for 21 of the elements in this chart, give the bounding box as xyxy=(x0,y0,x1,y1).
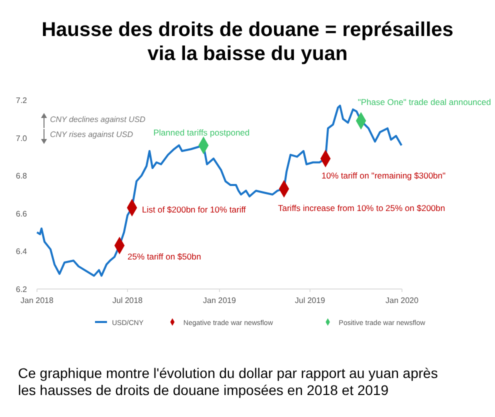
x-tick-label: Jul 2019 xyxy=(294,296,326,305)
x-tick-label: Jan 2020 xyxy=(386,296,420,305)
x-tick-label: Jan 2018 xyxy=(20,296,54,305)
x-tick-label: Jul 2018 xyxy=(112,296,144,305)
annotation: List of $200bn for 10% tariff xyxy=(142,204,246,215)
chart-title: Hausse des droits de douane = représailles via la baisse du yuan xyxy=(42,19,454,65)
annotation: CNY declines against USD xyxy=(50,115,146,124)
annotation: CNY rises against USD xyxy=(50,130,134,139)
y-tick-label: 6.8 xyxy=(16,172,28,181)
text: Ce graphique montre l'évolution du dollar par rapport au yuan après les hausses de droits de douane imposées en 2018 et 2019 xyxy=(18,365,438,398)
annotation: 25% tariff on $50bn xyxy=(128,252,202,262)
annotation: Planned tariffs postponed xyxy=(153,127,250,138)
y-tick-label: 6.2 xyxy=(16,285,28,294)
annotation: "Phase One" trade deal announced xyxy=(358,96,492,107)
y-tick-label: 6.4 xyxy=(16,247,28,256)
annotation: Tariffs increase from 10% to 25% on $200bn xyxy=(278,202,446,213)
y-tick-label: 6.6 xyxy=(16,209,28,218)
annotation: 10% tariff on "remaining $300bn" xyxy=(322,170,446,181)
y-tick-label: 7.0 xyxy=(16,134,28,143)
y-tick-label: 7.2 xyxy=(16,96,28,105)
x-tick-label: Jan 2019 xyxy=(203,296,237,305)
